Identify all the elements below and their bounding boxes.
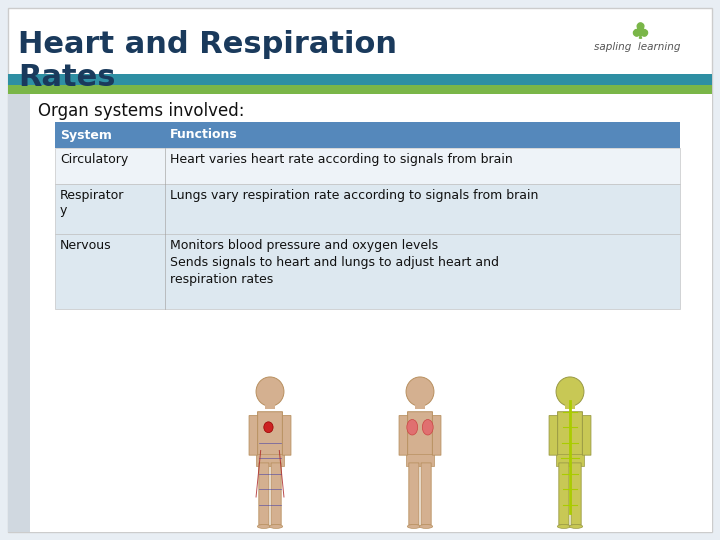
FancyBboxPatch shape <box>415 398 425 409</box>
FancyBboxPatch shape <box>30 94 712 532</box>
FancyBboxPatch shape <box>549 416 557 455</box>
Ellipse shape <box>407 420 418 435</box>
FancyBboxPatch shape <box>282 416 291 455</box>
Text: Nervous: Nervous <box>60 239 112 252</box>
FancyBboxPatch shape <box>571 463 581 525</box>
Ellipse shape <box>556 377 584 406</box>
Text: System: System <box>60 129 112 141</box>
Text: Organ systems involved:: Organ systems involved: <box>38 102 245 120</box>
Ellipse shape <box>256 377 284 406</box>
Text: Rates: Rates <box>18 63 115 92</box>
FancyBboxPatch shape <box>249 416 258 455</box>
FancyBboxPatch shape <box>399 416 408 455</box>
Ellipse shape <box>269 524 283 528</box>
FancyBboxPatch shape <box>266 398 274 409</box>
FancyBboxPatch shape <box>258 411 282 458</box>
FancyBboxPatch shape <box>565 398 575 409</box>
Ellipse shape <box>420 524 433 528</box>
FancyBboxPatch shape <box>8 8 712 532</box>
Text: Circulatory: Circulatory <box>60 153 128 166</box>
FancyBboxPatch shape <box>8 94 30 532</box>
FancyBboxPatch shape <box>406 454 433 466</box>
FancyBboxPatch shape <box>408 411 433 458</box>
FancyBboxPatch shape <box>582 416 591 455</box>
FancyBboxPatch shape <box>559 463 569 525</box>
FancyBboxPatch shape <box>8 74 712 85</box>
Ellipse shape <box>423 420 433 435</box>
FancyBboxPatch shape <box>271 463 282 525</box>
Text: Heart varies heart rate according to signals from brain: Heart varies heart rate according to sig… <box>170 153 513 166</box>
Text: Functions: Functions <box>170 129 238 141</box>
FancyBboxPatch shape <box>55 148 680 184</box>
FancyBboxPatch shape <box>256 454 284 466</box>
FancyBboxPatch shape <box>55 234 680 309</box>
Text: Monitors blood pressure and oxygen levels
Sends signals to heart and lungs to ad: Monitors blood pressure and oxygen level… <box>170 239 499 286</box>
FancyBboxPatch shape <box>421 463 431 525</box>
FancyBboxPatch shape <box>557 454 584 466</box>
Ellipse shape <box>264 422 273 433</box>
FancyBboxPatch shape <box>55 184 680 234</box>
Ellipse shape <box>406 377 434 406</box>
FancyBboxPatch shape <box>557 411 582 458</box>
Ellipse shape <box>570 524 582 528</box>
FancyBboxPatch shape <box>8 85 712 94</box>
Text: Lungs vary respiration rate according to signals from brain: Lungs vary respiration rate according to… <box>170 189 539 202</box>
Text: Heart and Respiration: Heart and Respiration <box>18 30 397 59</box>
FancyBboxPatch shape <box>433 416 441 455</box>
Ellipse shape <box>257 524 271 528</box>
Text: Respirator
y: Respirator y <box>60 189 125 217</box>
FancyBboxPatch shape <box>258 463 269 525</box>
FancyBboxPatch shape <box>409 463 419 525</box>
Ellipse shape <box>557 524 570 528</box>
FancyBboxPatch shape <box>55 122 680 148</box>
Ellipse shape <box>408 524 420 528</box>
Text: sapling  learning: sapling learning <box>593 42 680 52</box>
